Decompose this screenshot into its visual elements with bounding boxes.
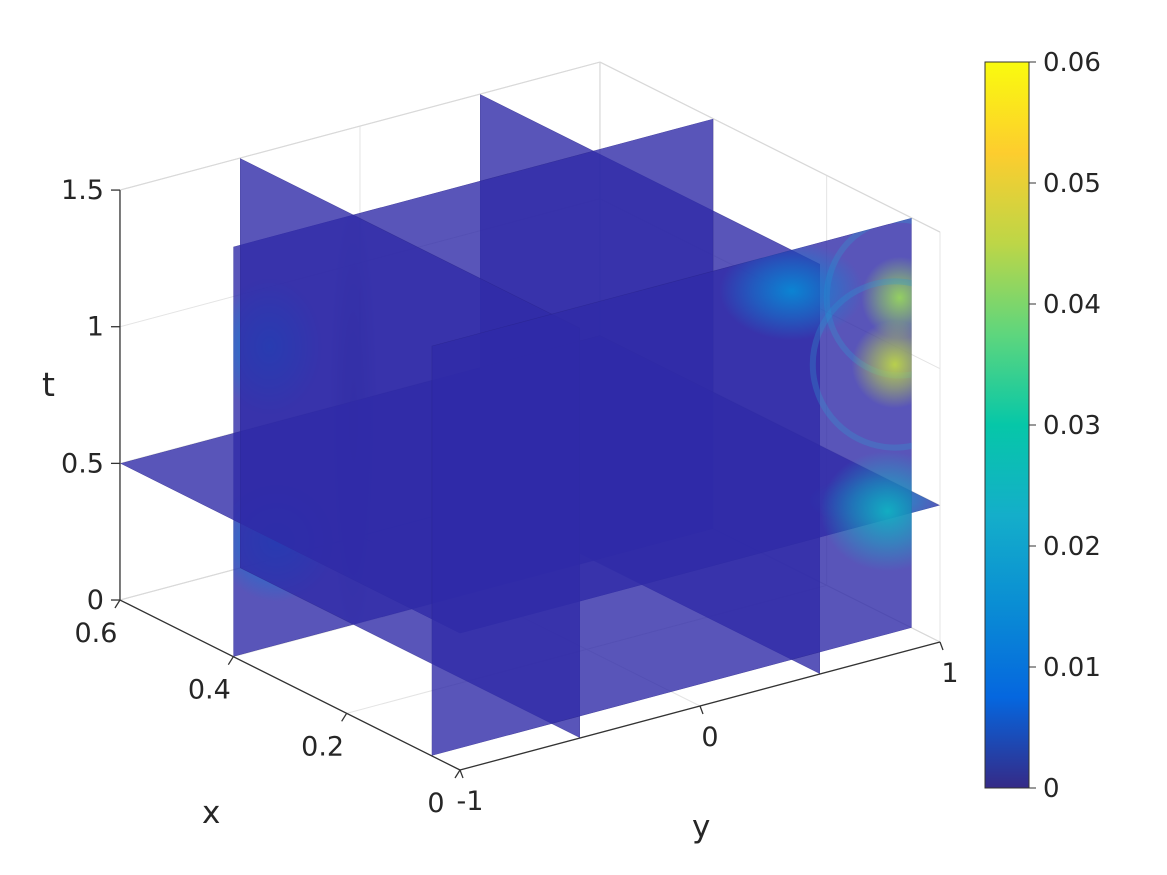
- x-tick-label: 0.6: [75, 618, 118, 649]
- y-tick-label: 0: [701, 722, 718, 753]
- colorbar-tick-label: 0.04: [1043, 290, 1101, 320]
- colorbar-tick-label: 0.01: [1043, 653, 1101, 683]
- hotspot: [820, 451, 912, 572]
- colorbar-gradient: [984, 61, 1030, 789]
- hotspot: [861, 256, 912, 339]
- colorbar-tick-label: 0.05: [1043, 169, 1101, 199]
- colorbar-tick-label: 0.03: [1043, 411, 1101, 441]
- colorbar-tick-label: 0: [1043, 774, 1060, 804]
- x-tick-label: 0.2: [301, 731, 344, 762]
- t-axis-label: t: [42, 365, 55, 404]
- tick-labels: 0 0.2 0.4 0.6 -1 0 1 0 0.5 1 1.5: [61, 175, 959, 819]
- x-tick-label: 0.4: [188, 675, 231, 706]
- hotspot: [851, 320, 912, 409]
- hotspot-ring: [809, 278, 912, 451]
- t-tick-label: 0.5: [61, 448, 104, 479]
- x-axis-label: x: [202, 795, 221, 831]
- colorbar-tick-label: 0.06: [1043, 48, 1101, 78]
- colorbar-tick-label: 0.02: [1043, 532, 1101, 562]
- axes: [110, 189, 944, 779]
- t-tick-label: 0: [87, 585, 104, 616]
- hotspot: [719, 241, 864, 341]
- y-tick-label: -1: [457, 786, 484, 817]
- t-tick-label: 1: [87, 312, 104, 343]
- x-slice-plane: [431, 217, 912, 756]
- colorbar: 0 0.01 0.02 0.03 0.04 0.05 0.06: [984, 48, 1101, 804]
- y-axis-label: y: [692, 809, 711, 845]
- t-tick-label: 1.5: [61, 175, 104, 206]
- y-tick-label: 1: [941, 658, 958, 689]
- x-tick-label: 0: [427, 788, 444, 819]
